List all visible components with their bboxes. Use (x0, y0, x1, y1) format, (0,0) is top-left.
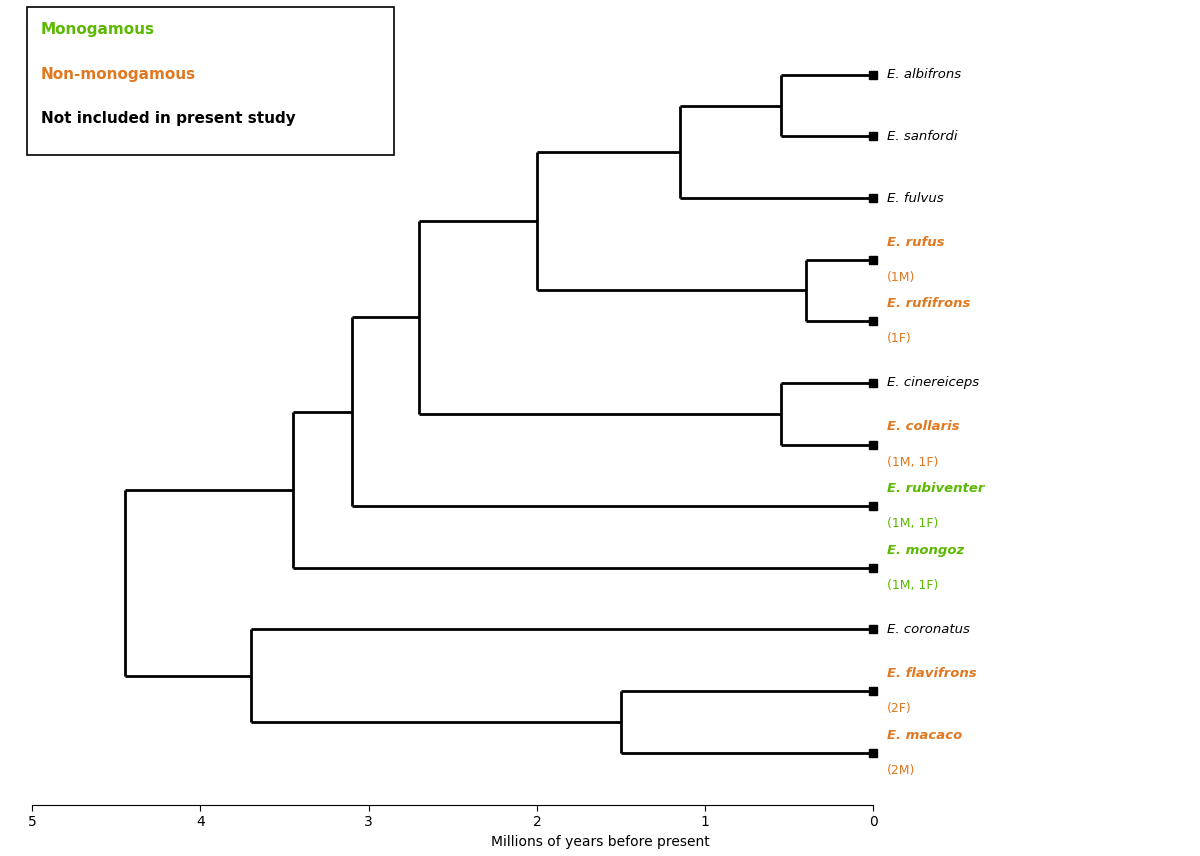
Text: (2M): (2M) (887, 764, 916, 776)
Text: E. sanfordi: E. sanfordi (887, 130, 958, 143)
Text: Non-monogamous: Non-monogamous (41, 67, 196, 81)
Text: Monogamous: Monogamous (41, 22, 155, 38)
X-axis label: Millions of years before present: Millions of years before present (491, 835, 709, 849)
Text: (1M): (1M) (887, 270, 916, 283)
Text: (1F): (1F) (887, 332, 912, 345)
Text: (1M, 1F): (1M, 1F) (887, 517, 938, 530)
Text: (2F): (2F) (887, 702, 912, 715)
Text: E. flavifrons: E. flavifrons (887, 667, 977, 680)
Text: E. collaris: E. collaris (887, 420, 959, 433)
Text: E. macaco: E. macaco (887, 728, 962, 741)
Text: E. rubiventer: E. rubiventer (887, 482, 984, 495)
Text: (1M, 1F): (1M, 1F) (887, 455, 938, 468)
Text: (1M, 1F): (1M, 1F) (887, 579, 938, 591)
Text: E. fulvus: E. fulvus (887, 192, 943, 205)
Text: E. cinereiceps: E. cinereiceps (887, 377, 979, 389)
Text: E. rufifrons: E. rufifrons (887, 297, 971, 310)
Text: E. coronatus: E. coronatus (887, 623, 970, 636)
Text: E. mongoz: E. mongoz (887, 544, 964, 556)
Text: E. rufus: E. rufus (887, 235, 944, 248)
Text: E. albifrons: E. albifrons (887, 68, 961, 81)
Text: Not included in present study: Not included in present study (41, 111, 295, 126)
Bar (28, 7, 394, 156)
